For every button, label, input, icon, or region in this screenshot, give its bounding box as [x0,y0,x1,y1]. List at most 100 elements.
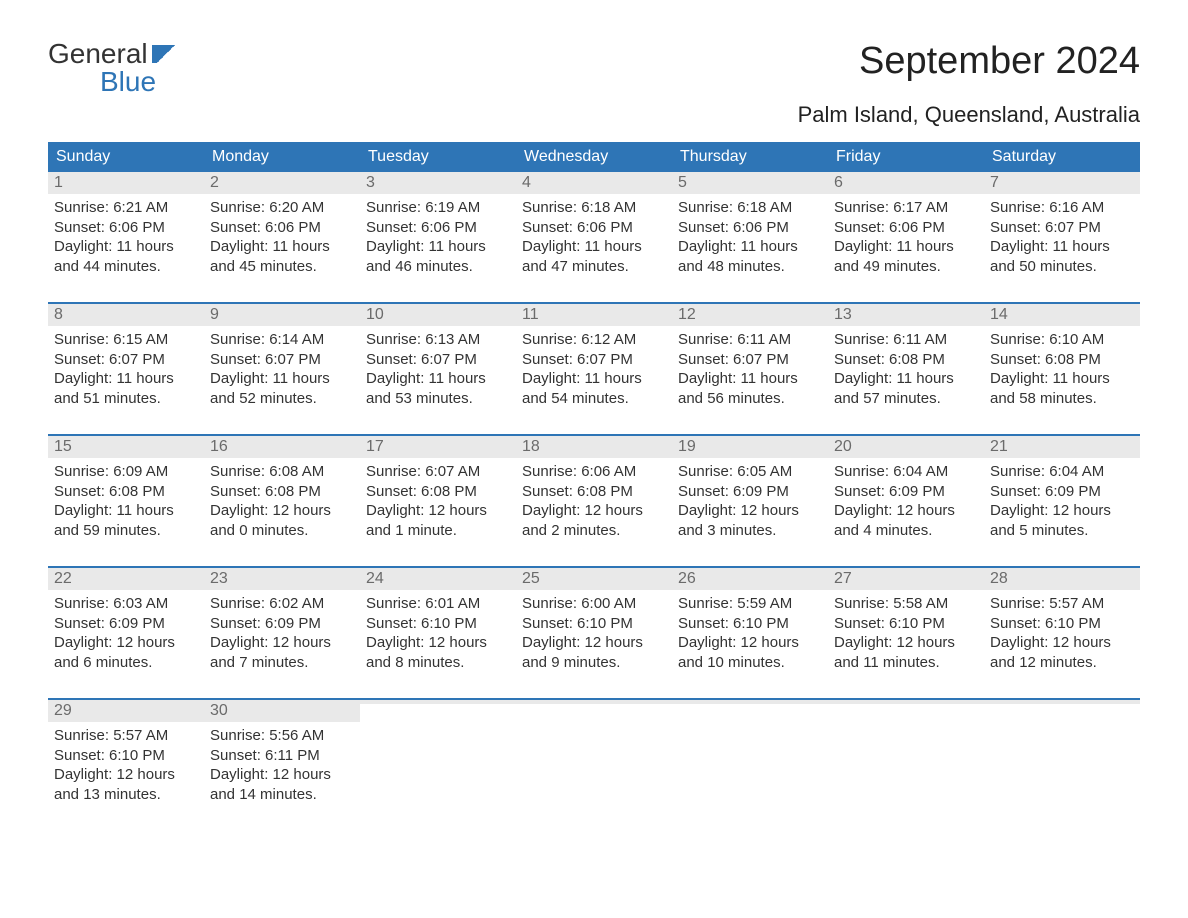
sunset-line: Sunset: 6:08 PM [522,482,666,502]
sunset-line: Sunset: 6:07 PM [54,350,198,370]
sunrise-line: Sunrise: 6:05 AM [678,462,822,482]
daylight-line: Daylight: 11 hours and 47 minutes. [522,237,666,276]
sunset-line: Sunset: 6:09 PM [54,614,198,634]
daylight-line: Daylight: 11 hours and 51 minutes. [54,369,198,408]
calendar-cell [828,700,984,812]
sunset-line: Sunset: 6:06 PM [54,218,198,238]
daylight-line: Daylight: 11 hours and 56 minutes. [678,369,822,408]
sunrise-line: Sunrise: 5:57 AM [990,594,1134,614]
sunset-line: Sunset: 6:06 PM [678,218,822,238]
daylight-line: Daylight: 11 hours and 48 minutes. [678,237,822,276]
sunset-line: Sunset: 6:08 PM [834,350,978,370]
sunset-line: Sunset: 6:08 PM [54,482,198,502]
sunrise-line: Sunrise: 6:16 AM [990,198,1134,218]
sunrise-line: Sunrise: 6:15 AM [54,330,198,350]
calendar-cell: 20Sunrise: 6:04 AMSunset: 6:09 PMDayligh… [828,436,984,548]
calendar-cell: 27Sunrise: 5:58 AMSunset: 6:10 PMDayligh… [828,568,984,680]
daylight-line: Daylight: 12 hours and 4 minutes. [834,501,978,540]
day-number: 22 [48,568,204,590]
cell-body: Sunrise: 6:18 AMSunset: 6:06 PMDaylight:… [672,194,828,284]
logo-word1: General [48,40,148,68]
calendar: SundayMondayTuesdayWednesdayThursdayFrid… [48,142,1140,812]
calendar-cell: 13Sunrise: 6:11 AMSunset: 6:08 PMDayligh… [828,304,984,416]
cell-body: Sunrise: 6:13 AMSunset: 6:07 PMDaylight:… [360,326,516,416]
cell-body: Sunrise: 6:14 AMSunset: 6:07 PMDaylight:… [204,326,360,416]
sunset-line: Sunset: 6:10 PM [366,614,510,634]
daylight-line: Daylight: 11 hours and 54 minutes. [522,369,666,408]
sunset-line: Sunset: 6:08 PM [990,350,1134,370]
calendar-cell: 23Sunrise: 6:02 AMSunset: 6:09 PMDayligh… [204,568,360,680]
daylight-line: Daylight: 11 hours and 57 minutes. [834,369,978,408]
calendar-cell: 24Sunrise: 6:01 AMSunset: 6:10 PMDayligh… [360,568,516,680]
cell-body: Sunrise: 6:11 AMSunset: 6:07 PMDaylight:… [672,326,828,416]
day-number: 25 [516,568,672,590]
sunset-line: Sunset: 6:11 PM [210,746,354,766]
day-number: 2 [204,172,360,194]
cell-body: Sunrise: 6:18 AMSunset: 6:06 PMDaylight:… [516,194,672,284]
daylight-line: Daylight: 12 hours and 0 minutes. [210,501,354,540]
day-header: Tuesday [360,142,516,172]
cell-body: Sunrise: 5:56 AMSunset: 6:11 PMDaylight:… [204,722,360,812]
calendar-cell: 28Sunrise: 5:57 AMSunset: 6:10 PMDayligh… [984,568,1140,680]
daylight-line: Daylight: 12 hours and 10 minutes. [678,633,822,672]
sunset-line: Sunset: 6:10 PM [54,746,198,766]
day-number: 21 [984,436,1140,458]
calendar-cell: 9Sunrise: 6:14 AMSunset: 6:07 PMDaylight… [204,304,360,416]
sunrise-line: Sunrise: 6:17 AM [834,198,978,218]
day-header: Sunday [48,142,204,172]
cell-body: Sunrise: 5:57 AMSunset: 6:10 PMDaylight:… [48,722,204,812]
day-number: 1 [48,172,204,194]
daylight-line: Daylight: 12 hours and 1 minute. [366,501,510,540]
cell-body [672,704,828,716]
day-number: 10 [360,304,516,326]
sunset-line: Sunset: 6:06 PM [522,218,666,238]
calendar-cell: 19Sunrise: 6:05 AMSunset: 6:09 PMDayligh… [672,436,828,548]
sunset-line: Sunset: 6:06 PM [210,218,354,238]
daylight-line: Daylight: 12 hours and 6 minutes. [54,633,198,672]
calendar-cell [360,700,516,812]
sunrise-line: Sunrise: 6:07 AM [366,462,510,482]
sunset-line: Sunset: 6:07 PM [522,350,666,370]
cell-body [984,704,1140,716]
cell-body [828,704,984,716]
week-row: 1Sunrise: 6:21 AMSunset: 6:06 PMDaylight… [48,172,1140,284]
cell-body: Sunrise: 5:59 AMSunset: 6:10 PMDaylight:… [672,590,828,680]
calendar-cell: 29Sunrise: 5:57 AMSunset: 6:10 PMDayligh… [48,700,204,812]
sunrise-line: Sunrise: 6:10 AM [990,330,1134,350]
cell-body: Sunrise: 6:20 AMSunset: 6:06 PMDaylight:… [204,194,360,284]
calendar-cell: 10Sunrise: 6:13 AMSunset: 6:07 PMDayligh… [360,304,516,416]
day-number: 8 [48,304,204,326]
calendar-cell: 6Sunrise: 6:17 AMSunset: 6:06 PMDaylight… [828,172,984,284]
daylight-line: Daylight: 12 hours and 12 minutes. [990,633,1134,672]
day-number: 18 [516,436,672,458]
cell-body: Sunrise: 6:06 AMSunset: 6:08 PMDaylight:… [516,458,672,548]
day-number: 27 [828,568,984,590]
calendar-cell: 25Sunrise: 6:00 AMSunset: 6:10 PMDayligh… [516,568,672,680]
day-header: Saturday [984,142,1140,172]
sunset-line: Sunset: 6:06 PM [366,218,510,238]
daylight-line: Daylight: 12 hours and 3 minutes. [678,501,822,540]
cell-body: Sunrise: 6:03 AMSunset: 6:09 PMDaylight:… [48,590,204,680]
cell-body: Sunrise: 6:16 AMSunset: 6:07 PMDaylight:… [984,194,1140,284]
cell-body: Sunrise: 6:09 AMSunset: 6:08 PMDaylight:… [48,458,204,548]
day-number: 28 [984,568,1140,590]
calendar-cell: 18Sunrise: 6:06 AMSunset: 6:08 PMDayligh… [516,436,672,548]
cell-body: Sunrise: 6:15 AMSunset: 6:07 PMDaylight:… [48,326,204,416]
sunset-line: Sunset: 6:09 PM [678,482,822,502]
day-number: 20 [828,436,984,458]
daylight-line: Daylight: 12 hours and 13 minutes. [54,765,198,804]
day-number: 13 [828,304,984,326]
calendar-cell [984,700,1140,812]
day-number: 26 [672,568,828,590]
cell-body: Sunrise: 6:04 AMSunset: 6:09 PMDaylight:… [828,458,984,548]
sunrise-line: Sunrise: 6:06 AM [522,462,666,482]
day-number: 14 [984,304,1140,326]
logo-flag-icon [152,45,180,63]
daylight-line: Daylight: 11 hours and 59 minutes. [54,501,198,540]
sunset-line: Sunset: 6:10 PM [522,614,666,634]
calendar-cell: 4Sunrise: 6:18 AMSunset: 6:06 PMDaylight… [516,172,672,284]
day-number: 3 [360,172,516,194]
calendar-cell: 5Sunrise: 6:18 AMSunset: 6:06 PMDaylight… [672,172,828,284]
day-number: 7 [984,172,1140,194]
calendar-cell [672,700,828,812]
